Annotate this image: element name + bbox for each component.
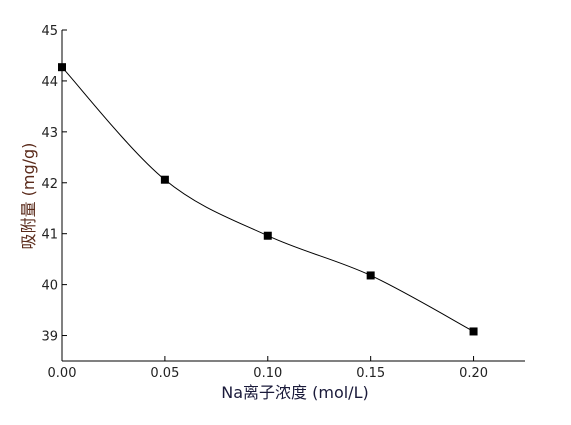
x-tick-label: 0.00 [48, 366, 77, 381]
y-axis-label: 吸附量 (mg/g) [19, 143, 38, 250]
x-tick-label: 0.10 [253, 366, 282, 381]
x-axis-label: Na离子浓度 (mol/L) [221, 383, 368, 402]
y-tick-label: 41 [41, 228, 58, 243]
line [61, 66, 474, 332]
marker [469, 327, 478, 336]
y-tick-label: 42 [41, 177, 58, 192]
y-tick-label: 45 [41, 24, 58, 39]
marker [366, 271, 375, 280]
y-tick-label: 40 [41, 279, 58, 294]
y-tick-label: 43 [41, 126, 58, 141]
y-tick-label: 39 [41, 330, 58, 345]
marker [263, 231, 272, 240]
x-tick-label: 0.20 [459, 366, 488, 381]
x-tick-label: 0.15 [356, 366, 385, 381]
marker [160, 175, 169, 184]
x-tick-label: 0.05 [150, 366, 179, 381]
marker [58, 63, 66, 72]
y-tick-label: 44 [41, 75, 58, 90]
